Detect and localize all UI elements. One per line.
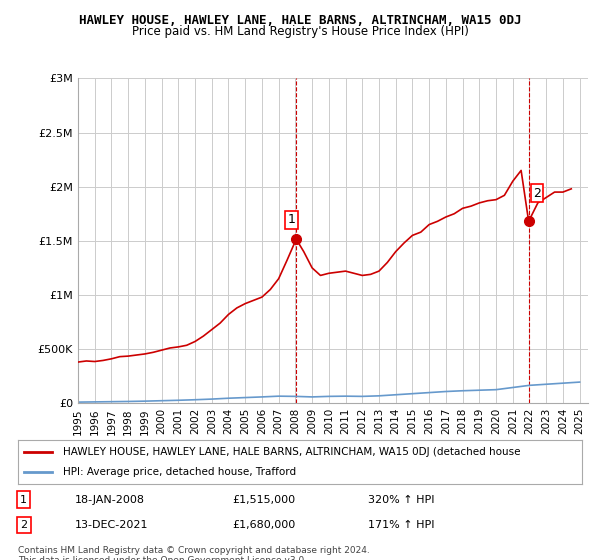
Text: Contains HM Land Registry data © Crown copyright and database right 2024.
This d: Contains HM Land Registry data © Crown c…	[18, 546, 370, 560]
Text: £1,515,000: £1,515,000	[232, 495, 295, 505]
Text: Price paid vs. HM Land Registry's House Price Index (HPI): Price paid vs. HM Land Registry's House …	[131, 25, 469, 38]
Text: 18-JAN-2008: 18-JAN-2008	[74, 495, 145, 505]
Text: 2: 2	[533, 186, 541, 200]
Text: 320% ↑ HPI: 320% ↑ HPI	[368, 495, 434, 505]
Text: HPI: Average price, detached house, Trafford: HPI: Average price, detached house, Traf…	[63, 467, 296, 477]
Text: 13-DEC-2021: 13-DEC-2021	[74, 520, 148, 530]
Text: £1,680,000: £1,680,000	[232, 520, 296, 530]
Text: 1: 1	[287, 213, 295, 226]
Text: 171% ↑ HPI: 171% ↑ HPI	[368, 520, 434, 530]
Text: 2: 2	[20, 520, 27, 530]
Text: HAWLEY HOUSE, HAWLEY LANE, HALE BARNS, ALTRINCHAM, WA15 0DJ: HAWLEY HOUSE, HAWLEY LANE, HALE BARNS, A…	[79, 14, 521, 27]
Text: HAWLEY HOUSE, HAWLEY LANE, HALE BARNS, ALTRINCHAM, WA15 0DJ (detached house: HAWLEY HOUSE, HAWLEY LANE, HALE BARNS, A…	[63, 447, 521, 457]
Text: 1: 1	[20, 495, 27, 505]
